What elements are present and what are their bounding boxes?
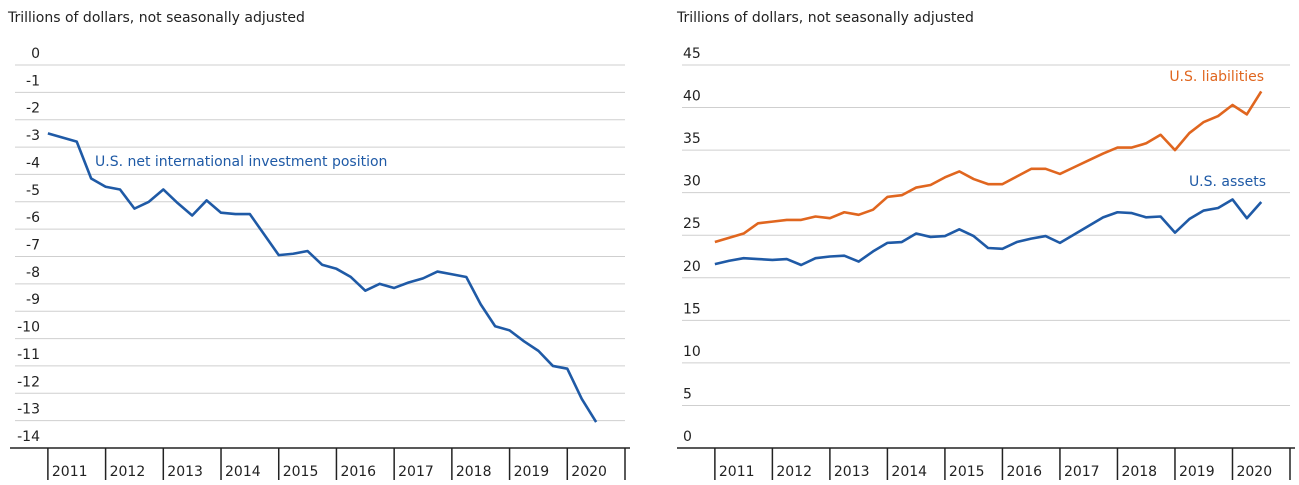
y-tick-label: -6 xyxy=(26,210,40,226)
x-tick-label: 2011 xyxy=(719,464,755,480)
y-tick-label: 15 xyxy=(683,301,701,317)
x-tick-label: 2015 xyxy=(949,464,985,480)
y-tick-label: 0 xyxy=(683,429,692,445)
y-tick-label: -12 xyxy=(17,374,40,390)
y-tick-label: 30 xyxy=(683,174,701,190)
x-tick-label: 2018 xyxy=(456,464,492,480)
x-tick-label: 2015 xyxy=(283,464,319,480)
y-tick-label: -5 xyxy=(26,183,40,199)
y-tick-label: 10 xyxy=(683,344,701,360)
x-tick-label: 2013 xyxy=(834,464,870,480)
x-tick-label: 2014 xyxy=(891,464,927,480)
y-tick-label: 35 xyxy=(683,131,701,147)
y-tick-label: 45 xyxy=(683,46,701,62)
x-tick-label: 2019 xyxy=(1179,464,1215,480)
chart-title: Trillions of dollars, not seasonally adj… xyxy=(676,10,974,26)
x-tick-label: 2019 xyxy=(514,464,550,480)
x-tick-label: 2020 xyxy=(1236,464,1272,480)
y-tick-label: -2 xyxy=(26,101,40,117)
y-tick-label: -10 xyxy=(17,320,40,336)
series-label: U.S. liabilities xyxy=(1169,69,1264,85)
y-tick-label: -7 xyxy=(26,238,40,254)
series-line xyxy=(714,90,1263,244)
x-tick-label: 2018 xyxy=(1121,464,1157,480)
x-tick-label: 2012 xyxy=(110,464,146,480)
series-line xyxy=(47,132,598,423)
y-tick-label: -8 xyxy=(26,265,40,281)
x-tick-label: 2017 xyxy=(1064,464,1100,480)
y-tick-label: -4 xyxy=(26,155,40,171)
y-tick-label: -14 xyxy=(17,429,40,445)
y-tick-label: 20 xyxy=(683,259,701,275)
y-tick-label: -9 xyxy=(26,292,40,308)
x-tick-label: 2016 xyxy=(340,464,376,480)
y-tick-label: 0 xyxy=(31,46,40,62)
chart-title: Trillions of dollars, not seasonally adj… xyxy=(7,10,305,26)
y-tick-label: -3 xyxy=(26,128,40,144)
x-tick-label: 2012 xyxy=(776,464,812,480)
x-tick-label: 2017 xyxy=(398,464,434,480)
y-tick-label: 40 xyxy=(683,89,701,105)
series-label: U.S. assets xyxy=(1189,174,1266,190)
series-label: U.S. net international investment positi… xyxy=(95,154,387,170)
x-tick-label: 2020 xyxy=(571,464,607,480)
y-tick-label: 5 xyxy=(683,386,692,402)
x-tick-label: 2013 xyxy=(167,464,203,480)
series-line xyxy=(714,198,1263,267)
y-tick-label: -1 xyxy=(26,73,40,89)
x-tick-label: 2016 xyxy=(1006,464,1042,480)
y-tick-label: -11 xyxy=(17,347,40,363)
y-tick-label: 25 xyxy=(683,216,701,232)
x-tick-label: 2014 xyxy=(225,464,261,480)
y-tick-label: -13 xyxy=(17,402,40,418)
x-tick-label: 2011 xyxy=(52,464,88,480)
